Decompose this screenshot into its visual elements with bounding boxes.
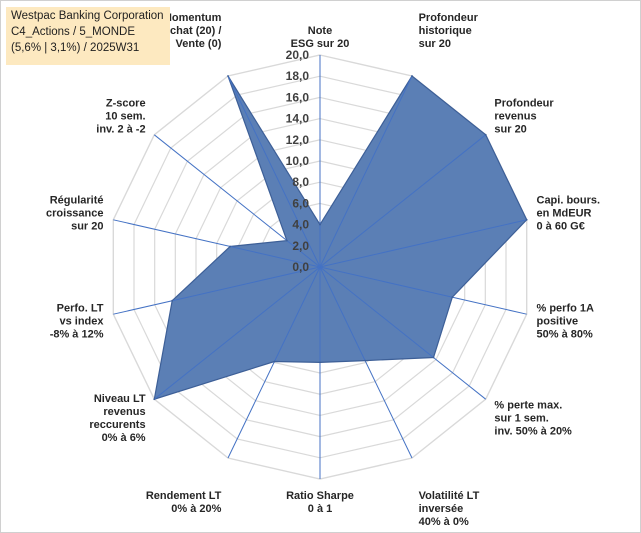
axis-label: Profondeur revenus sur 20	[494, 98, 554, 136]
axis-spoke	[227, 266, 321, 459]
axis-spoke	[319, 75, 413, 268]
tick-label: 10,0	[286, 154, 310, 168]
axis-label: Z-score 10 sem. inv. 2 à -2	[96, 98, 145, 136]
axis-label: Volatilité LT inversée 40% à 0%	[419, 490, 480, 528]
tick-label: 4,0	[292, 218, 309, 232]
tick-label: 20,0	[286, 48, 310, 62]
axis-label: % perfo 1A positive 50% à 80%	[537, 302, 595, 340]
axis-spoke	[153, 266, 321, 400]
axis-label: Niveau LT revenus reccurents 0% à 6%	[89, 393, 146, 444]
chart-title-box: Westpac Banking Corporation C4_Actions /…	[6, 7, 170, 65]
axis-label: Capi. bours. en MdEUR 0 à 60 G€	[537, 195, 601, 233]
tick-label: 18,0	[286, 69, 310, 83]
axis-label: Régularité croissance sur 20	[46, 195, 103, 233]
data-point	[484, 133, 487, 136]
data-point	[525, 218, 528, 221]
tick-label: 0,0	[292, 260, 309, 274]
data-area	[153, 75, 528, 401]
data-point	[319, 223, 321, 226]
data-point	[364, 359, 366, 362]
axis-spoke	[319, 266, 527, 315]
axis-label: Note ESG sur 20	[291, 25, 350, 50]
axis-spoke	[113, 266, 321, 315]
axis-spoke	[227, 75, 321, 268]
tick-label: 2,0	[292, 239, 309, 253]
axis-label: % perte max. sur 1 sem. inv. 50% à 20%	[494, 399, 572, 437]
title-stats: (5,6% | 3,1%) / 2025W31	[11, 42, 140, 54]
axis-label: Perfo. LT vs index -8% à 12%	[50, 302, 105, 340]
data-point	[451, 296, 454, 299]
data-point	[171, 299, 174, 302]
tick-label: 8,0	[292, 175, 309, 189]
axis-spoke	[113, 219, 321, 268]
data-point	[286, 239, 288, 242]
axis-label: Ratio Sharpe 0 à 1	[286, 490, 354, 515]
tick-label: 14,0	[286, 112, 310, 126]
axis-label: Rendement LT 0% à 20%	[146, 490, 222, 515]
axis-spoke	[319, 134, 487, 268]
axis-spoke	[319, 266, 487, 400]
axis-label: Profondeur historique sur 20	[419, 12, 479, 50]
data-point	[229, 245, 232, 248]
data-point	[153, 398, 156, 401]
title-category: C4_Actions / 5_MONDE	[11, 26, 135, 38]
axis-spoke	[319, 266, 413, 459]
axis-label: Momentum Achat (20) / Vente (0)	[162, 12, 222, 50]
data-point	[411, 75, 413, 77]
tick-label: 12,0	[286, 133, 310, 147]
data-point	[432, 356, 435, 359]
data-point	[227, 75, 229, 77]
title-company: Westpac Banking Corporation	[11, 10, 164, 22]
axis-spoke	[153, 134, 321, 268]
tick-label: 6,0	[292, 196, 309, 210]
data-point	[319, 361, 321, 364]
tick-label: 16,0	[286, 90, 310, 104]
data-point	[273, 360, 276, 363]
axis-spoke	[319, 219, 527, 268]
